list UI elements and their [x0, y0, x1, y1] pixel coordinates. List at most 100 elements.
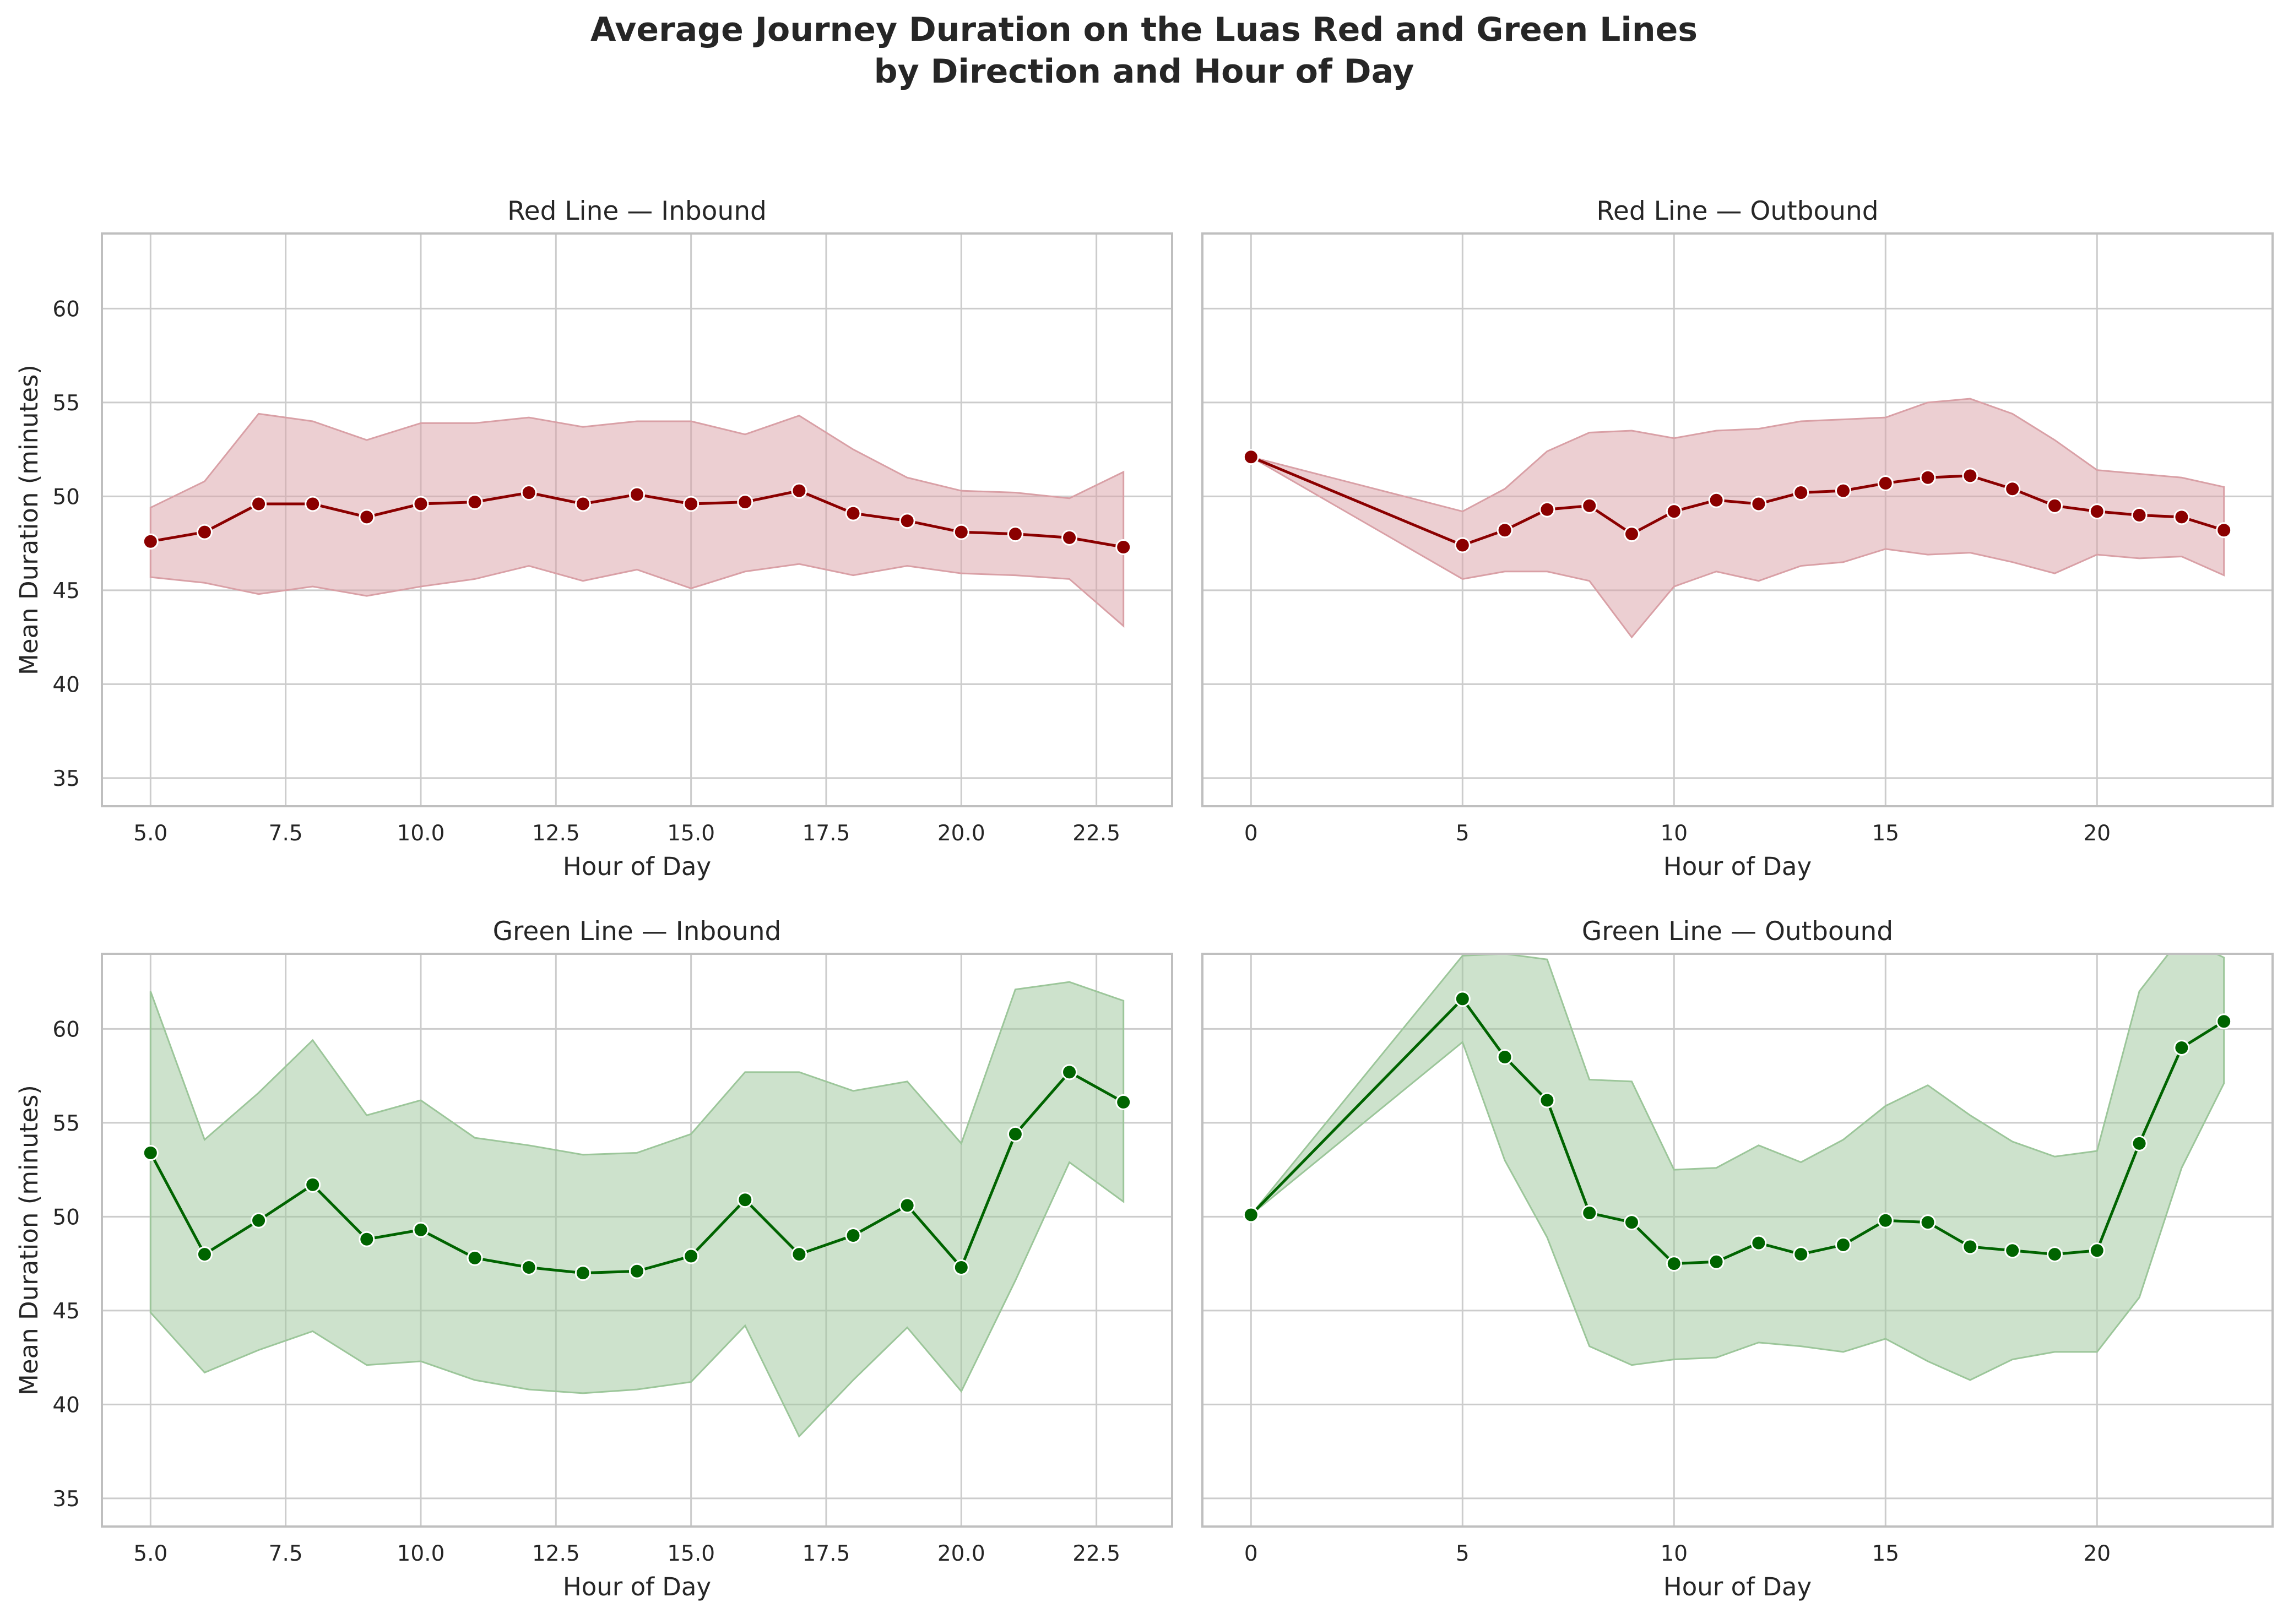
- data-point: [1920, 1214, 1936, 1231]
- x-tick-label: 0: [1244, 1541, 1258, 1566]
- data-point: [2131, 1135, 2148, 1152]
- x-tick-label: 7.5: [269, 1541, 303, 1566]
- x-tick-label: 7.5: [269, 821, 303, 846]
- data-point: [791, 1246, 807, 1263]
- data-point: [1835, 482, 1851, 499]
- x-tick-label: 20: [2083, 1541, 2111, 1566]
- x-tick-label: 20: [2083, 821, 2111, 846]
- data-point: [1962, 468, 1978, 484]
- x-tick-label: 12.5: [532, 1541, 580, 1566]
- x-axis-label: Hour of Day: [1663, 852, 1812, 881]
- y-axis-label: Mean Duration (minutes): [14, 365, 44, 675]
- x-tick-label: 0: [1244, 821, 1258, 846]
- data-point: [1115, 1094, 1132, 1110]
- x-tick-label: 10.0: [397, 1541, 445, 1566]
- data-point: [1061, 1064, 1078, 1080]
- data-point: [467, 494, 483, 510]
- data-point: [2089, 1242, 2105, 1259]
- data-point: [413, 1221, 429, 1238]
- data-point: [1793, 1246, 1809, 1263]
- data-point: [2046, 1246, 2063, 1263]
- panel-3: Green Line — Inbound 5.0 7.5 10.0 12.5 15.0 17…: [14, 916, 1173, 1601]
- panel-2: Red Line — Outbound 0 5 10 15 20 Hour of Day: [1201, 196, 2274, 881]
- data-point: [1920, 469, 1936, 486]
- panel-title: Red Line — Outbound: [1596, 196, 1878, 226]
- data-point: [1497, 1049, 1513, 1066]
- x-tick-label: 17.5: [803, 1541, 850, 1566]
- x-tick-label: 10.0: [397, 821, 445, 846]
- data-point: [683, 496, 700, 512]
- data-point: [953, 524, 969, 540]
- data-point: [1793, 485, 1809, 501]
- x-tick-label: 20.0: [937, 821, 985, 846]
- data-point: [1666, 503, 1682, 520]
- panel-title: Green Line — Outbound: [1582, 916, 1893, 947]
- confidence-band: [149, 981, 1125, 1438]
- x-tick-label: 12.5: [532, 821, 580, 846]
- data-point: [1835, 1237, 1851, 1253]
- data-point: [1666, 1256, 1682, 1272]
- y-axis-label: Mean Duration (minutes): [14, 1085, 44, 1395]
- data-point: [2216, 522, 2232, 539]
- y-tick-label: 60: [52, 297, 80, 322]
- plot-frame: [1201, 953, 2274, 1528]
- data-point: [1708, 1253, 1725, 1270]
- x-tick-label: 10: [1660, 1541, 1688, 1566]
- data-point: [142, 1144, 159, 1161]
- data-point: [1243, 449, 1259, 465]
- data-point: [791, 482, 807, 499]
- figure-title-line-1: Average Journey Duration on the Luas Red…: [590, 10, 1698, 49]
- plot-content: [142, 412, 1132, 628]
- x-axis-label: Hour of Day: [563, 1572, 711, 1601]
- figure-title-line-2: by Direction and Hour of Day: [874, 52, 1414, 91]
- data-point: [845, 505, 861, 522]
- y-tick-label: 45: [52, 579, 80, 604]
- data-point: [899, 513, 915, 529]
- y-tick-label: 35: [52, 1487, 80, 1512]
- data-point: [1061, 529, 1078, 546]
- y-tick-label: 50: [52, 1205, 80, 1230]
- data-point: [1750, 1235, 1767, 1251]
- data-point: [521, 1259, 537, 1275]
- plot-frame: [101, 953, 1173, 1528]
- data-point: [1454, 537, 1471, 553]
- y-tick-label: 40: [52, 1393, 80, 1417]
- data-point: [574, 496, 591, 512]
- y-tick-label: 35: [52, 767, 80, 791]
- data-point: [1115, 539, 1132, 555]
- panel-title: Red Line — Inbound: [507, 196, 767, 226]
- data-point: [1497, 522, 1513, 539]
- x-tick-label: 5.0: [133, 821, 167, 846]
- plot-content: [1243, 398, 2232, 639]
- x-tick-label: 22.5: [1072, 1541, 1120, 1566]
- data-point: [845, 1227, 861, 1243]
- data-point: [2089, 503, 2105, 520]
- data-point: [953, 1259, 969, 1275]
- plot-content: [1243, 954, 2232, 1381]
- data-point: [1539, 1092, 1555, 1109]
- x-tick-label: 15.0: [667, 821, 715, 846]
- data-point: [196, 524, 213, 540]
- x-tick-label: 15: [1872, 821, 1899, 846]
- data-point: [142, 533, 159, 550]
- data-point: [1877, 475, 1894, 492]
- x-tick-label: 5.0: [133, 1541, 167, 1566]
- data-point: [2004, 1242, 2021, 1259]
- y-tick-label: 55: [52, 1111, 80, 1136]
- data-point: [251, 496, 267, 512]
- chart-panels: Red Line — Inbound 5.0 7.5 10.0 12.5 15.0 17.5…: [14, 196, 2274, 1601]
- data-point: [1962, 1239, 1978, 1255]
- data-point: [1539, 501, 1555, 518]
- data-point: [2046, 497, 2063, 514]
- panel-title: Green Line — Inbound: [493, 916, 782, 947]
- data-point: [521, 485, 537, 501]
- plot-frame: [101, 232, 1173, 807]
- data-point: [629, 486, 645, 503]
- y-tick-label: 60: [52, 1017, 80, 1042]
- data-point: [629, 1263, 645, 1279]
- data-point: [2004, 481, 2021, 497]
- data-point: [251, 1212, 267, 1229]
- data-point: [2173, 509, 2190, 525]
- plot-content: [142, 981, 1132, 1438]
